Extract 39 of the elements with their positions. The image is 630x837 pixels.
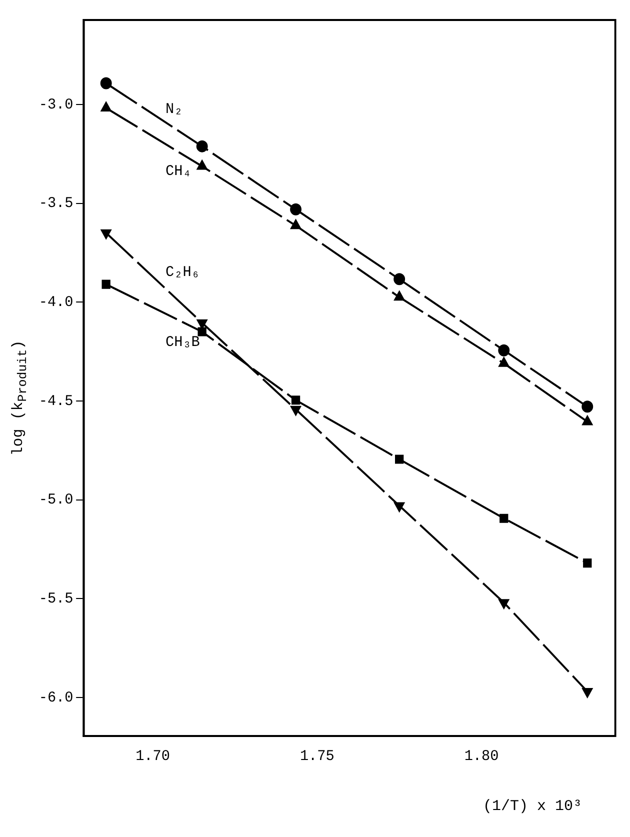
point [100,77,112,90]
point [394,291,404,301]
y-tick-label: -3.0 [38,97,74,114]
point [290,203,302,216]
y-tick-label: -5.0 [38,492,74,509]
point [291,396,300,405]
series-label: N₂ [166,102,183,118]
y-tick-label: -6.0 [38,690,74,707]
x-tick-label: 1.80 [464,748,499,766]
point [394,273,406,286]
point [500,514,508,523]
point [290,406,301,416]
series-label: C₂H₆ [166,264,200,281]
point [196,140,208,152]
point [582,400,594,413]
point [394,502,404,512]
series-label: CH₃B [166,334,200,352]
point [290,220,301,230]
point [102,280,110,289]
point [198,327,206,336]
y-tick-label: -5.5 [38,591,74,608]
point [583,558,592,568]
y-tick-label: -3.5 [38,196,74,212]
point [394,454,404,464]
point [498,357,509,367]
x-axis-title: (1/T) x 10³ [482,798,582,815]
x-tick-label: 1.70 [136,748,170,766]
y-tick-label: -4.5 [38,394,74,410]
point [498,599,509,609]
y-tick-label: -4.0 [38,294,74,312]
point [196,319,208,329]
point [582,688,592,698]
point [582,416,592,426]
point [196,160,208,170]
x-tick-label: 1.75 [300,748,334,766]
series-label: CH₄ [166,164,192,180]
point [100,102,112,112]
point [100,229,112,239]
point [498,344,510,356]
